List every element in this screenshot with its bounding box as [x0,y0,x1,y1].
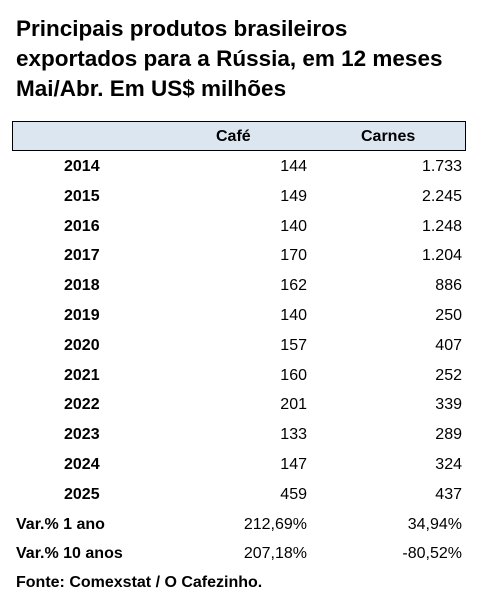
title-line-2: exportados para a Rússia, em 12 meses [16,46,443,71]
cafe-value: 157 [280,336,307,354]
cafe-value: 459 [280,485,307,503]
carnes-value: 324 [435,455,462,473]
table-row: 2015 149 2.245 [0,183,503,213]
summary-label: Var.% 1 ano [16,515,105,533]
row-year: 2014 [64,158,100,175]
carnes-value: 1.248 [421,217,462,235]
carnes-value: 289 [435,426,462,444]
carnes-value: 437 [435,485,462,503]
carnes-variation: 34,94% [407,515,462,533]
row-year: 2016 [64,217,100,235]
table-row: 2014 144 1.733 [0,153,503,183]
cafe-value: 133 [280,426,307,444]
table-row: 2018 162 886 [0,272,503,302]
cafe-value: 140 [280,217,307,235]
cafe-value: 170 [280,247,307,265]
carnes-value: 886 [435,277,462,295]
carnes-value: 1.204 [421,247,462,265]
table-row: 2020 157 407 [0,332,503,362]
row-year: 2019 [64,306,100,324]
cafe-variation: 207,18% [243,545,307,563]
table-body: 2014 144 1.733 2015 149 2.245 2016 140 1.248 2017… [0,153,503,570]
table-row: 2019 140 250 [0,302,503,332]
table-header: Café Carnes [12,121,466,151]
table-row: 2023 133 289 [0,421,503,451]
carnes-value: 2.245 [421,187,462,205]
row-year: 2020 [64,336,100,354]
cafe-value: 162 [280,277,307,295]
row-year: 2015 [64,187,100,205]
row-year: 2021 [64,366,100,384]
row-year: 2017 [64,247,100,265]
carnes-value: 339 [435,396,462,414]
table-row: 2025 459 437 [0,481,503,511]
cafe-value: 201 [280,396,307,414]
column-header-carnes: Carnes [361,128,416,145]
summary-row: Var.% 1 ano 212,69% 34,94% [0,511,503,541]
carnes-value: 252 [435,366,462,384]
row-year: 2025 [64,485,100,503]
cafe-variation: 212,69% [243,515,307,533]
cafe-value: 147 [280,455,307,473]
carnes-value: 1.733 [421,158,462,175]
chart-title: Principais produtos brasileiros exportad… [16,14,486,104]
source-note: Fonte: Comexstat / O Cafezinho. [16,574,263,591]
title-line-3: Mai/Abr. Em US$ milhões [16,76,287,101]
table-row: 2021 160 252 [0,362,503,392]
row-year: 2023 [64,426,100,444]
row-year: 2024 [64,455,100,473]
cafe-value: 149 [280,187,307,205]
carnes-value: 250 [435,306,462,324]
row-year: 2022 [64,396,100,414]
table-row: 2024 147 324 [0,451,503,481]
table-row: 2016 140 1.248 [0,213,503,243]
summary-row: Var.% 10 anos 207,18% -80,52% [0,540,503,570]
summary-label: Var.% 10 anos [16,545,123,563]
carnes-value: 407 [435,336,462,354]
cafe-value: 140 [280,306,307,324]
cafe-value: 144 [280,158,307,175]
column-header-cafe: Café [216,128,251,145]
row-year: 2018 [64,277,100,295]
title-line-1: Principais produtos brasileiros [16,16,348,41]
cafe-value: 160 [280,366,307,384]
table-row: 2017 170 1.204 [0,242,503,272]
table-row: 2022 201 339 [0,391,503,421]
carnes-variation: -80,52% [402,545,462,563]
